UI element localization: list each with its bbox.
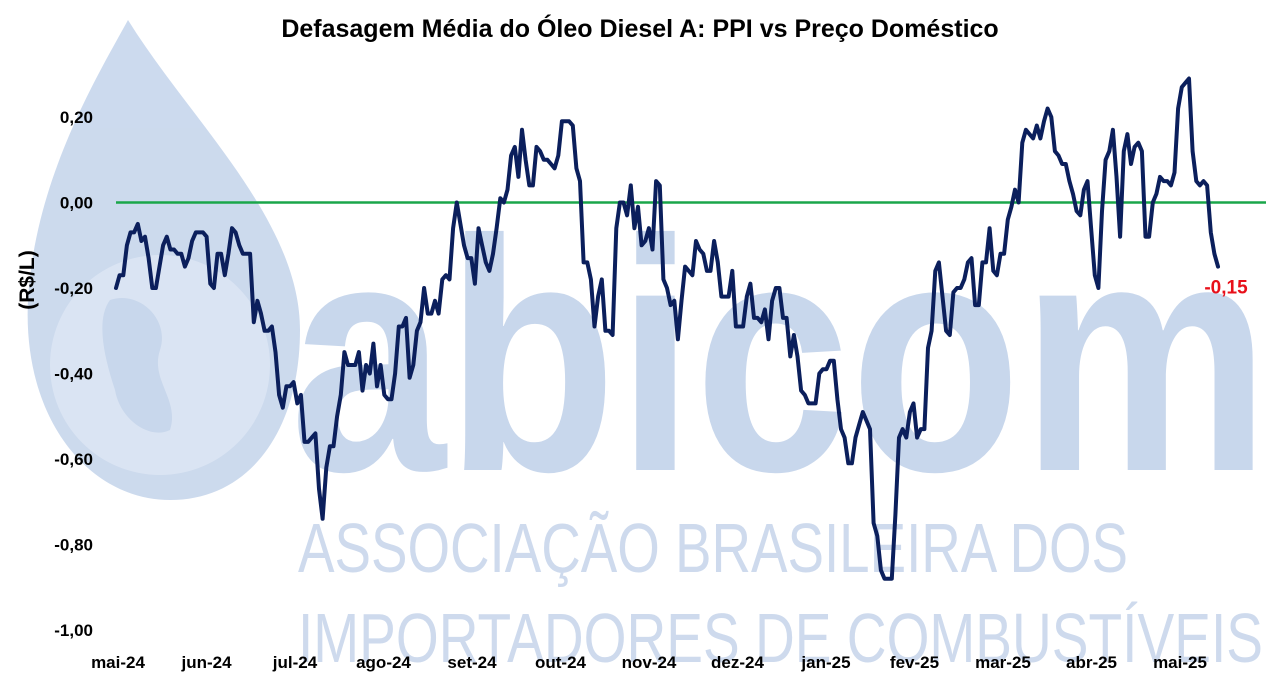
x-tick-label: fev-25 [890,653,939,672]
watermark-line-2: IMPORTADORES DE COMBUSTÍVEIS [298,599,1263,677]
watermark: abicom ASSOCIAÇÃO BRASILEIRA DOS IMPORTA… [27,20,1270,677]
last-value-label: -0,15 [1204,278,1248,299]
y-tick-label: -1,00 [54,621,93,640]
y-tick-label: -0,40 [54,365,93,384]
watermark-line-1: ASSOCIAÇÃO BRASILEIRA DOS [298,509,1128,587]
x-tick-label: mai-24 [91,653,145,672]
chart-title: Defasagem Média do Óleo Diesel A: PPI vs… [281,13,998,43]
x-tick-label: jan-25 [800,653,850,672]
x-tick-label: out-24 [535,653,587,672]
y-axis-label: (R$/L) [16,250,39,310]
y-axis-ticks: 0,20 0,00 -0,20 -0,40 -0,60 -0,80 -1,00 [54,108,93,640]
y-tick-label: -0,60 [54,450,93,469]
x-tick-label: jul-24 [272,653,318,672]
watermark-logo-text: abicom [290,171,1270,540]
y-tick-label: 0,20 [60,108,93,127]
x-tick-label: mai-25 [1153,653,1207,672]
x-axis-ticks: mai-24 jun-24 jul-24 ago-24 set-24 out-24 nov-… [91,653,1207,672]
x-tick-label: jun-24 [180,653,232,672]
x-tick-label: dez-24 [711,653,764,672]
x-tick-label: mar-25 [975,653,1031,672]
x-tick-label: nov-24 [622,653,677,672]
x-tick-label: ago-24 [356,653,411,672]
series-line [114,76,1220,581]
x-tick-label: set-24 [447,653,497,672]
y-tick-label: -0,80 [54,536,93,555]
y-tick-label: 0,00 [60,194,93,213]
x-tick-label: abr-25 [1066,653,1117,672]
y-tick-label: -0,20 [54,279,93,298]
